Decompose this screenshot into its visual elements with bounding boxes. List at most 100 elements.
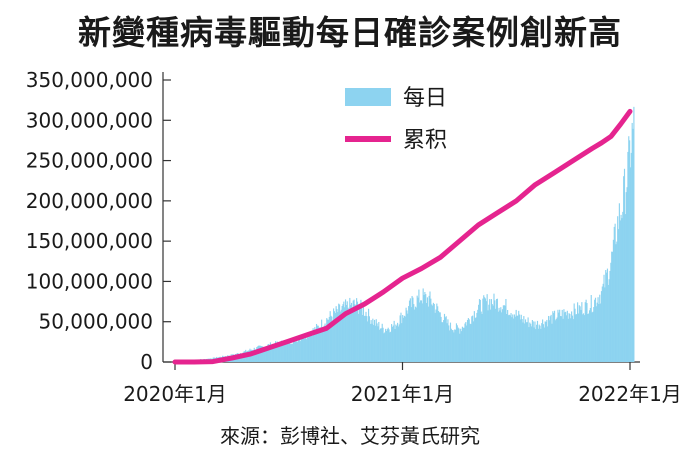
y-axis: 0 50,000,000 100,000,000 150,000,000 200,000… bbox=[26, 68, 171, 374]
daily-bar bbox=[400, 312, 402, 362]
daily-bar bbox=[380, 328, 382, 362]
daily-bar bbox=[397, 326, 400, 362]
daily-bar bbox=[373, 325, 375, 362]
daily-bar bbox=[435, 309, 437, 362]
daily-bar bbox=[509, 315, 511, 362]
daily-bar bbox=[484, 298, 487, 362]
daily-bar bbox=[297, 342, 299, 362]
y-tick-label: 300,000,000 bbox=[26, 108, 153, 132]
daily-bar bbox=[347, 307, 349, 362]
daily-bar bbox=[323, 325, 325, 362]
daily-bar bbox=[391, 324, 393, 362]
daily-bar bbox=[417, 297, 419, 362]
daily-bar bbox=[619, 220, 621, 362]
daily-bar bbox=[381, 323, 383, 362]
daily-bar bbox=[567, 318, 569, 362]
daily-bar bbox=[431, 304, 433, 362]
daily-bar bbox=[318, 328, 320, 362]
daily-bar bbox=[581, 302, 583, 362]
daily-bar bbox=[306, 333, 308, 362]
daily-bar bbox=[476, 312, 478, 362]
daily-bar bbox=[321, 328, 324, 362]
daily-bar bbox=[292, 343, 294, 362]
daily-bar bbox=[269, 346, 271, 362]
daily-bar bbox=[478, 299, 481, 362]
daily-bar bbox=[286, 339, 289, 362]
daily-bar bbox=[377, 326, 379, 362]
daily-bar bbox=[340, 309, 342, 362]
daily-bar bbox=[613, 226, 615, 362]
daily-bar bbox=[339, 311, 341, 362]
daily-bar bbox=[486, 294, 488, 362]
y-tick-label: 350,000,000 bbox=[26, 68, 153, 92]
daily-bar bbox=[259, 345, 261, 362]
daily-bar bbox=[582, 314, 584, 362]
daily-bar bbox=[310, 332, 312, 362]
daily-bar bbox=[429, 291, 431, 362]
daily-bar bbox=[300, 338, 302, 362]
daily-bar bbox=[298, 340, 300, 362]
daily-bar bbox=[596, 302, 598, 362]
daily-bar bbox=[333, 308, 335, 362]
daily-bar bbox=[463, 327, 465, 362]
daily-bar bbox=[466, 319, 469, 362]
daily-bar bbox=[477, 309, 479, 362]
daily-bar bbox=[599, 294, 601, 362]
daily-bar bbox=[473, 311, 475, 362]
daily-bar bbox=[261, 346, 263, 362]
daily-bar bbox=[262, 346, 264, 362]
daily-bar bbox=[552, 311, 554, 362]
daily-bar bbox=[389, 332, 391, 362]
daily-bar bbox=[551, 323, 553, 362]
y-tick-label: 200,000,000 bbox=[26, 189, 153, 213]
daily-bar bbox=[437, 311, 440, 362]
daily-bar bbox=[455, 329, 457, 362]
daily-bar bbox=[358, 309, 360, 362]
daily-bar bbox=[322, 327, 324, 362]
daily-bar bbox=[308, 334, 310, 362]
daily-bar bbox=[491, 304, 493, 362]
daily-bar bbox=[383, 333, 385, 362]
daily-bar bbox=[271, 345, 273, 362]
daily-bar bbox=[529, 322, 531, 362]
daily-bar bbox=[617, 216, 619, 362]
daily-bar bbox=[461, 326, 463, 362]
daily-bar bbox=[466, 325, 468, 362]
daily-bar bbox=[382, 327, 384, 362]
y-tick-label: 100,000,000 bbox=[26, 269, 153, 293]
daily-bar bbox=[485, 301, 487, 362]
daily-bar bbox=[426, 297, 429, 362]
daily-bar bbox=[576, 314, 578, 362]
daily-bar bbox=[315, 330, 317, 362]
daily-bar bbox=[263, 348, 265, 362]
daily-bar bbox=[331, 316, 333, 362]
daily-bar bbox=[582, 313, 585, 362]
daily-bar bbox=[267, 344, 269, 362]
daily-bar bbox=[444, 317, 446, 362]
daily-bar bbox=[327, 319, 329, 362]
daily-bar bbox=[397, 322, 399, 362]
daily-bar bbox=[368, 316, 370, 362]
daily-bar bbox=[623, 176, 625, 362]
daily-bar bbox=[409, 298, 411, 362]
daily-bar bbox=[507, 315, 510, 362]
daily-bar bbox=[623, 168, 626, 362]
daily-bar bbox=[260, 345, 262, 362]
daily-bar bbox=[456, 325, 458, 362]
daily-bar bbox=[343, 301, 345, 362]
daily-bar bbox=[553, 313, 555, 362]
daily-bar bbox=[606, 272, 608, 362]
daily-bar bbox=[334, 313, 336, 362]
daily-bar bbox=[494, 300, 496, 362]
daily-bar bbox=[332, 320, 334, 362]
daily-bar bbox=[385, 328, 387, 362]
daily-bar bbox=[393, 320, 395, 362]
daily-bar bbox=[467, 318, 469, 362]
daily-bar bbox=[394, 329, 396, 362]
daily-bar bbox=[542, 319, 544, 362]
daily-bar bbox=[518, 310, 520, 362]
daily-bar bbox=[609, 270, 611, 362]
daily-bar bbox=[266, 346, 268, 362]
daily-bar bbox=[548, 315, 550, 362]
daily-bar bbox=[626, 187, 628, 362]
